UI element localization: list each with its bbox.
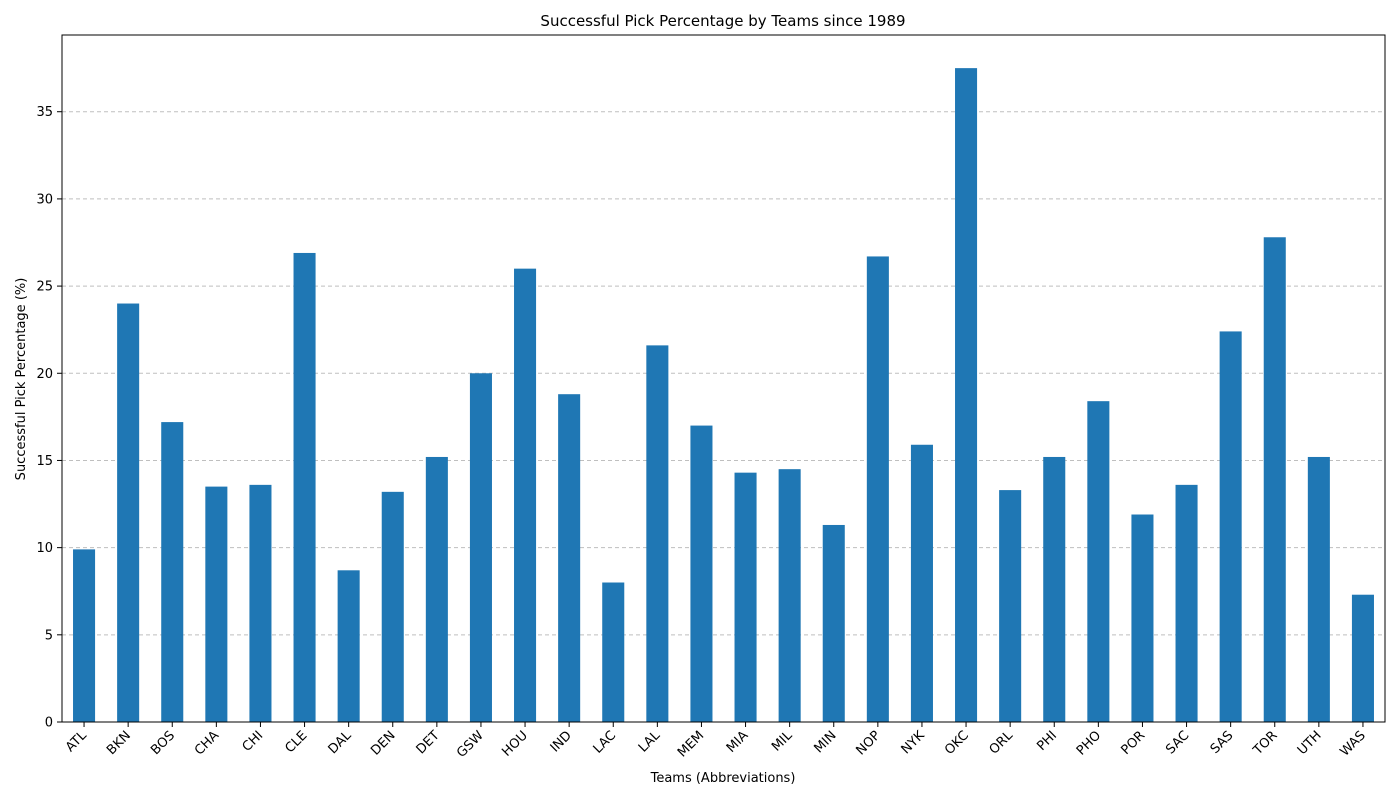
bars-layer [73, 68, 1374, 722]
x-tick-label-dal: DAL [326, 728, 355, 757]
x-tick-label-bos: BOS [148, 728, 178, 758]
bar-por [1131, 514, 1154, 722]
x-tick-label-sac: SAC [1163, 728, 1192, 757]
y-tick-label: 10 [36, 541, 53, 556]
bar-bos [161, 422, 184, 722]
x-tick-label-phi: PHI [1034, 728, 1060, 754]
x-tick-label-mia: MIA [724, 728, 752, 756]
bar-bkn [117, 303, 140, 722]
bar-lal [646, 345, 669, 722]
x-tick-label-min: MIN [811, 728, 839, 756]
bar-uth [1307, 456, 1330, 722]
y-tick-label: 5 [45, 628, 53, 643]
bar-chi [249, 484, 272, 722]
x-tick-label-mil: MIL [769, 728, 796, 755]
x-axis-label: Teams (Abbreviations) [650, 771, 796, 786]
x-tick-label-bkn: BKN [104, 728, 134, 758]
bar-min [822, 524, 845, 722]
bar-orl [999, 490, 1022, 722]
bar-lac [602, 582, 625, 722]
x-tick-label-uth: UTH [1295, 728, 1325, 758]
x-tick-label-ind: IND [548, 728, 575, 755]
chart-title: Successful Pick Percentage by Teams sinc… [540, 12, 905, 30]
bar-sac [1175, 484, 1198, 722]
x-tick-label-nop: NOP [853, 728, 883, 758]
bar-sas [1219, 331, 1242, 722]
bar-pho [1087, 401, 1110, 722]
x-tick-label-gsw: GSW [454, 728, 487, 761]
bar-mil [778, 469, 801, 722]
x-tick-label-nyk: NYK [899, 728, 928, 757]
grid-layer [62, 111, 1385, 636]
bar-cle [293, 252, 316, 722]
x-tick-label-atl: ATL [63, 728, 90, 755]
x-tick-label-cle: CLE [282, 728, 310, 756]
y-tick-label: 25 [36, 280, 53, 295]
x-tick-label-hou: HOU [499, 728, 530, 759]
x-tick-label-was: WAS [1337, 728, 1368, 759]
plot-area-frame [61, 34, 1386, 723]
x-tick-label-chi: CHI [240, 728, 267, 755]
y-tick-label: 35 [36, 105, 53, 120]
y-tick-label: 30 [36, 192, 53, 207]
x-tick-label-lac: LAC [591, 728, 619, 756]
bar-gsw [469, 373, 492, 722]
x-tick-label-det: DET [414, 728, 443, 757]
bar-dal [337, 570, 360, 722]
bar-mia [734, 472, 757, 722]
bar-hou [514, 268, 537, 722]
x-tick-label-cha: CHA [192, 728, 222, 758]
y-tick-label: 15 [36, 454, 53, 469]
bar-mem [690, 425, 713, 722]
bar-tor [1263, 237, 1286, 722]
x-tick-label-tor: TOR [1250, 728, 1281, 759]
x-tick-label-mem: MEM [675, 728, 707, 760]
bar-phi [1043, 456, 1066, 722]
bar-atl [73, 549, 96, 722]
bar-den [381, 491, 404, 722]
bar-det [425, 456, 448, 722]
y-tick-label: 0 [45, 716, 53, 731]
bar-nop [866, 256, 889, 722]
x-tick-label-pho: PHO [1074, 728, 1104, 758]
x-axis-ticks: ATL BKN BOS CHA CHI CLE DAL DEN DET GSW HOU IND LAC L… [63, 722, 1369, 761]
x-tick-label-por: POR [1119, 728, 1149, 758]
x-tick-label-orl: ORL [987, 728, 1017, 758]
bar-cha [205, 486, 228, 722]
y-tick-label: 20 [36, 367, 53, 382]
bar-okc [955, 68, 978, 722]
bar-ind [558, 394, 581, 722]
y-axis-label: Successful Pick Percentage (%) [14, 278, 29, 481]
y-axis-ticks: 0 5 10 15 20 25 30 35 [36, 105, 62, 731]
x-tick-label-sas: SAS [1208, 728, 1237, 757]
bar-was [1351, 594, 1374, 722]
x-tick-label-den: DEN [368, 728, 398, 758]
bar-nyk [910, 444, 933, 722]
x-tick-label-okc: OKC [942, 728, 972, 758]
x-tick-label-lal: LAL [636, 728, 664, 756]
